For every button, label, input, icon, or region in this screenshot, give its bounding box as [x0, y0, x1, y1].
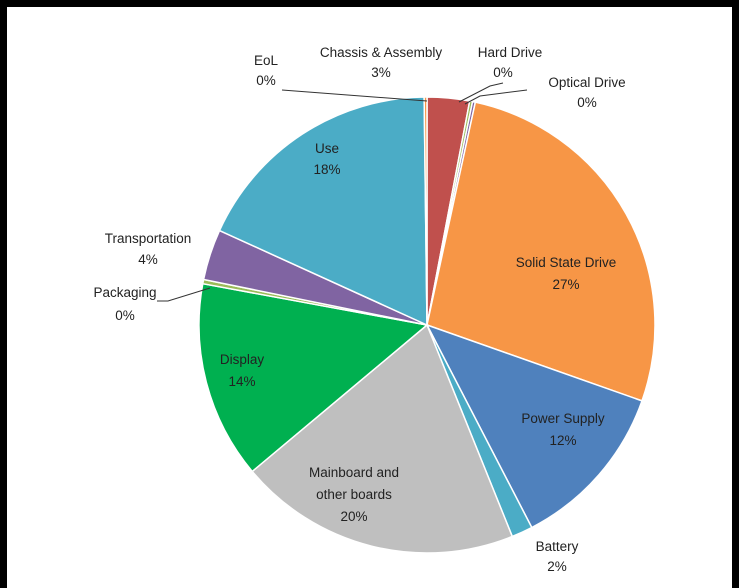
label-eol: EoL 0%: [254, 53, 279, 88]
label-battery: Battery 2%: [536, 539, 579, 574]
slice-eol: [423, 96, 428, 326]
leader-line-packaging: [157, 287, 211, 302]
leader-line-hard-drive: [458, 82, 504, 103]
slice-power-supply: [425, 323, 643, 529]
label-power-supply: Power Supply 12%: [521, 411, 605, 448]
pie-chart: Chassis & Assembly 3% Hard Drive 0%Optical …: [93, 45, 656, 574]
slice-mainboard-and-other-boards: [251, 323, 514, 554]
label-packaging: Packaging 0%: [93, 285, 156, 323]
label-optical-drive: Optical Drive 0%: [548, 75, 625, 110]
label-mainboard-and-other-boards: Mainboard and other boards 20%: [309, 465, 399, 524]
leader-line-eol: [281, 89, 428, 102]
chart-frame: Chassis & Assembly 3% Hard Drive 0% Optical …: [7, 7, 732, 588]
label-hard-drive: Hard Drive 0%: [478, 45, 543, 80]
leader-lines: [157, 82, 528, 302]
slice-solid-state-drive: [426, 101, 656, 402]
label-transportation: Transportation 4%: [105, 231, 192, 267]
pie-slices: [198, 96, 656, 554]
label-chassis-assembly: Chassis & Assembly 3%: [320, 45, 443, 80]
label-use: Use 18%: [313, 141, 340, 177]
leader-line-optical-drive: [464, 89, 528, 105]
slice-display: [198, 282, 429, 473]
slice-labels: Chassis & Assembly 3% Hard Drive 0%Optical …: [93, 45, 625, 574]
label-solid-state-drive: Solid State Drive 27%: [516, 255, 617, 292]
label-display: Display 14%: [220, 352, 265, 389]
